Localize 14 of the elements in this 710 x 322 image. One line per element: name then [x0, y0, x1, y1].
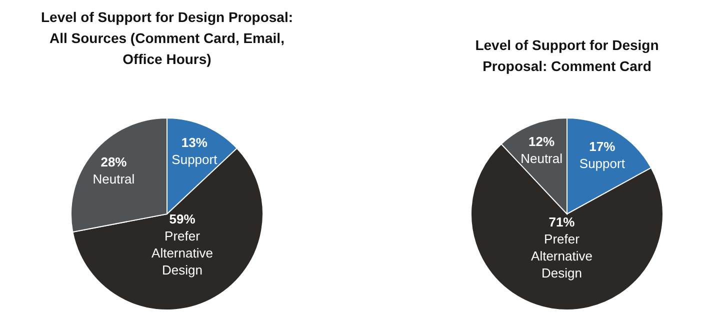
slice-label: Prefer Alternative Design [152, 228, 213, 278]
slice-label: Support [172, 152, 218, 168]
data-label: 17% [589, 139, 616, 154]
data-label: 28% [100, 154, 128, 170]
slice-label: Neutral [520, 151, 563, 166]
slice-label: Support [579, 156, 626, 172]
data-label: 59% [169, 211, 196, 226]
chart-title: Level of Support for Design Proposal: All Sources (Comment Card, Email, Office Hours) [40, 9, 294, 67]
chart-title: Level of Support for Design Proposal: Comment Card [475, 37, 659, 74]
data-label: 12% [528, 134, 555, 150]
data-label: 71% [548, 214, 576, 230]
slice-label: Prefer Alternative Design [531, 232, 592, 281]
data-label: 13% [181, 135, 208, 150]
slice-label: Neutral [92, 171, 135, 186]
